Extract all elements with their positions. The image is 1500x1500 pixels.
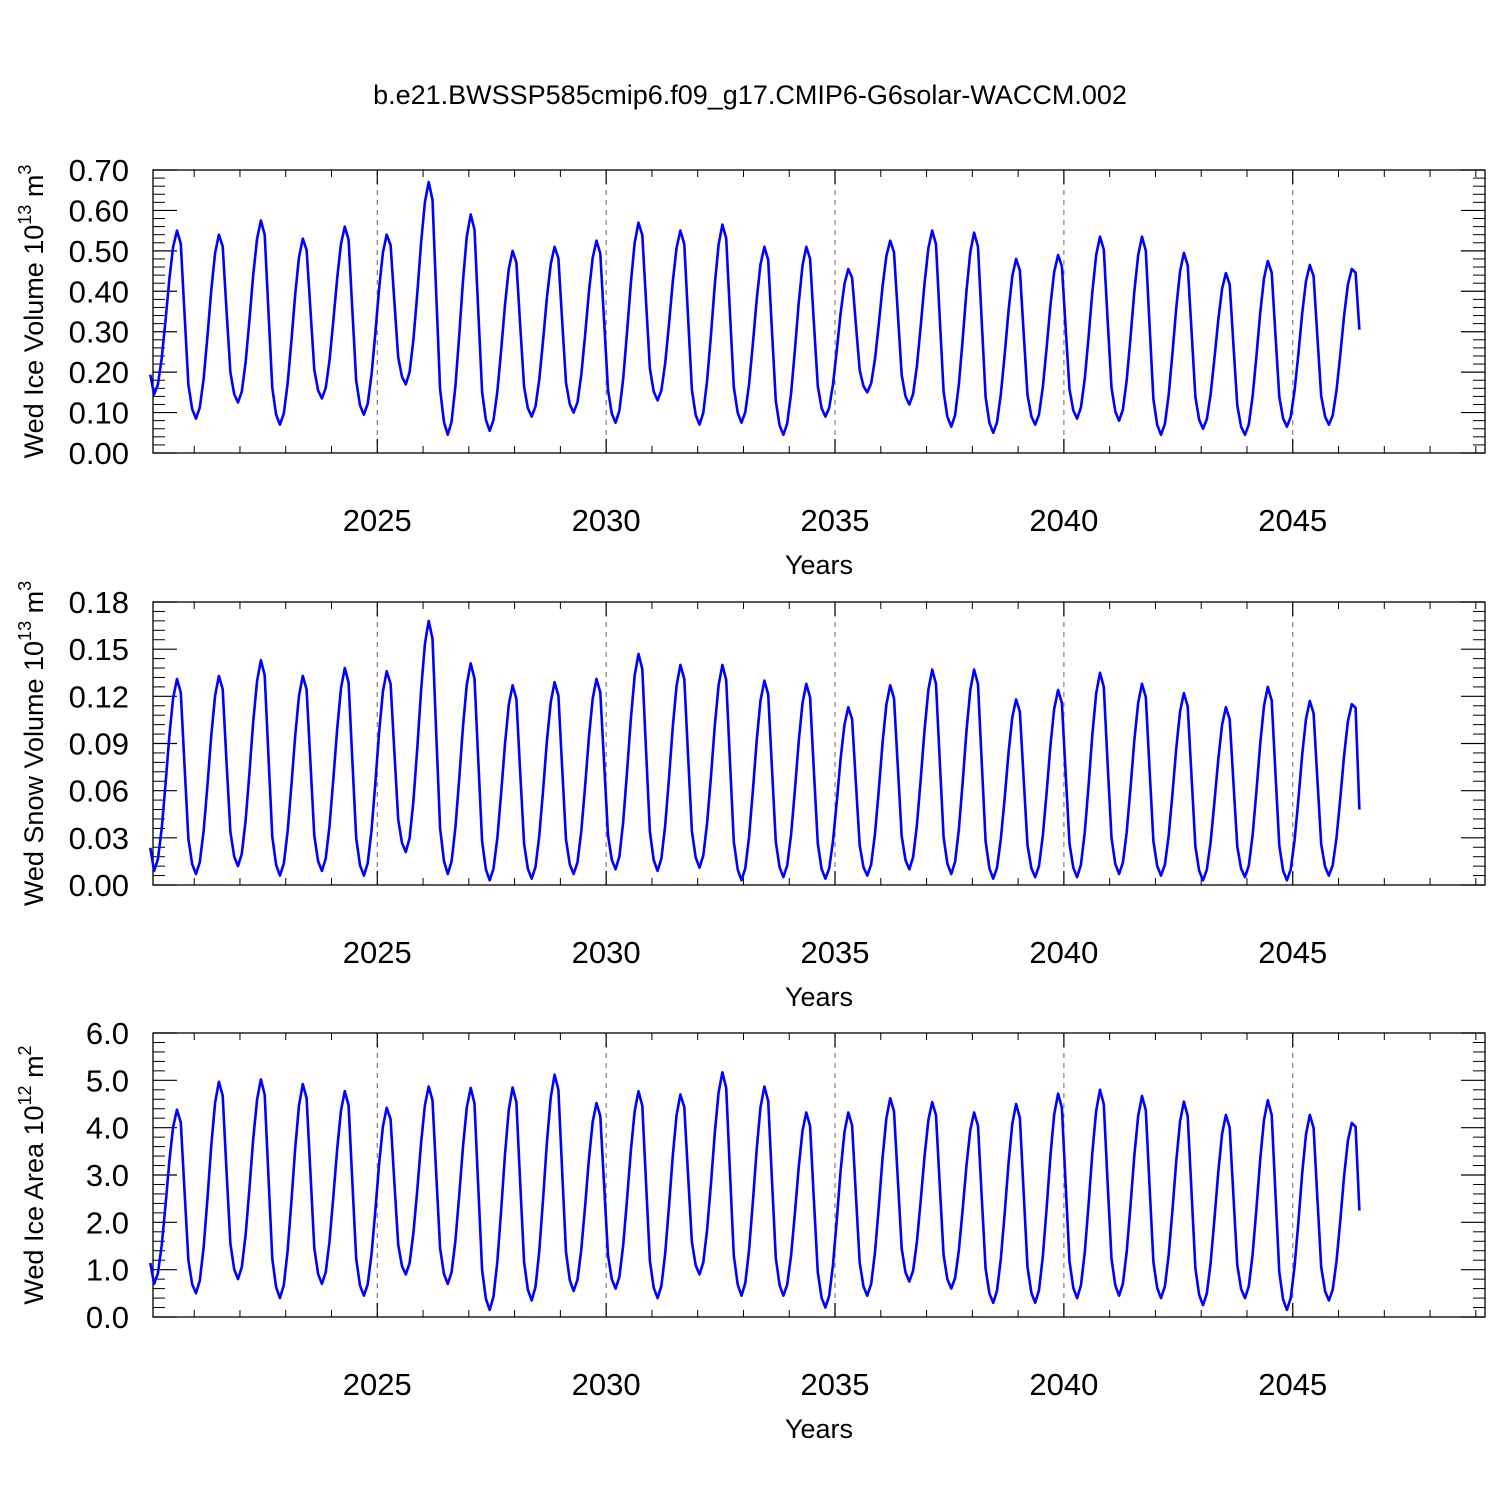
plot-frame (152, 169, 1486, 454)
y-tick-label: 0.06 (69, 774, 129, 809)
y-tick-label: 0.00 (69, 436, 129, 471)
x-tick-label: 2040 (1029, 1367, 1098, 1402)
y-tick-label: 0.12 (69, 679, 129, 714)
x-tick-label: 2030 (572, 1367, 641, 1402)
x-axis-label: Years (785, 982, 853, 1012)
x-axis-label: Years (785, 550, 853, 580)
y-tick-label: 0.03 (69, 821, 129, 856)
y-tick-label: 3.0 (86, 1158, 129, 1193)
y-tick-label: 1.0 (86, 1253, 129, 1288)
x-tick-label: 2030 (572, 935, 641, 970)
data-series-line (149, 180, 1361, 437)
data-series-line (149, 1071, 1361, 1312)
x-tick-label: 2035 (801, 935, 870, 970)
y-tick-label: 0.10 (69, 396, 129, 431)
x-tick-label: 2025 (343, 503, 412, 538)
x-tick-label: 2030 (572, 503, 641, 538)
snow-volume-panel: 2025 2030 2035 2040 2045 Years 0.00 0.03 0.06 0.0… (15, 581, 1486, 1012)
y-tick-label: 0.18 (69, 585, 129, 620)
x-tick-label: 2040 (1029, 503, 1098, 538)
x-tick-label: 2035 (801, 1367, 870, 1402)
x-tick-label: 2025 (343, 1367, 412, 1402)
y-axis-label: Wed Snow Volume 1013 m3 (15, 581, 49, 906)
y-tick-label: 0.30 (69, 315, 129, 350)
y-tick-label: 0.0 (86, 1300, 129, 1335)
data-series-line (149, 619, 1361, 882)
y-axis-label: Wed Ice Volume 1013 m3 (15, 165, 49, 459)
y-tick-label: 0.50 (69, 234, 129, 269)
figure-title: b.e21.BWSSP585cmip6.f09_g17.CMIP6-G6sola… (373, 80, 1127, 110)
x-tick-label: 2040 (1029, 935, 1098, 970)
y-tick-label: 0.09 (69, 727, 129, 762)
y-tick-label: 6.0 (86, 1016, 129, 1051)
x-tick-label: 2025 (343, 935, 412, 970)
ice-area-panel: 2025 2030 2035 2040 2045 Years 0.0 1.0 2.0 3.0 4.0… (15, 1016, 1486, 1444)
ice-volume-panel: 2025 2030 2035 2040 2045 Years 0.00 0.10 0.20 0.3… (15, 153, 1486, 580)
x-tick-label: 2045 (1258, 935, 1327, 970)
x-tick-label: 2045 (1258, 503, 1327, 538)
y-tick-label: 0.40 (69, 274, 129, 309)
y-tick-label: 4.0 (86, 1111, 129, 1146)
y-tick-label: 2.0 (86, 1205, 129, 1240)
x-tick-label: 2035 (801, 503, 870, 538)
y-tick-label: 0.70 (69, 153, 129, 188)
y-tick-label: 5.0 (86, 1063, 129, 1098)
y-tick-label: 0.00 (69, 868, 129, 903)
y-axis-label: Wed Ice Area 1012 m2 (15, 1045, 49, 1304)
x-axis-label: Years (785, 1414, 853, 1444)
y-tick-label: 0.20 (69, 355, 129, 390)
x-tick-label: 2045 (1258, 1367, 1327, 1402)
y-tick-label: 0.15 (69, 632, 129, 667)
y-tick-label: 0.60 (69, 193, 129, 228)
